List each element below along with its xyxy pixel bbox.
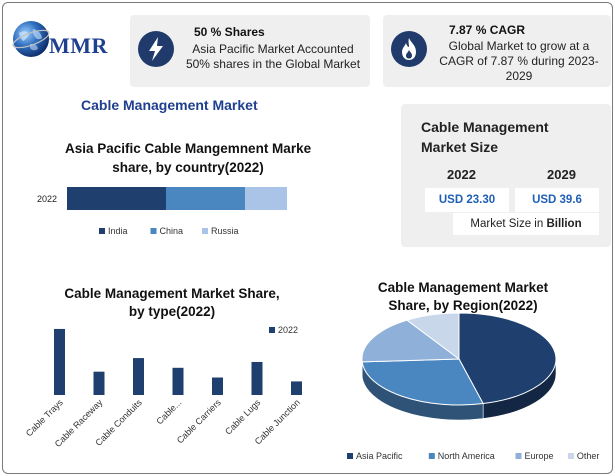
bar-cable-lugs (251, 361, 263, 395)
asia-country-stacked-bar-chart: 2022 India China Russia (37, 187, 287, 236)
shares-stat-title: 50 % Shares (194, 25, 265, 39)
bar-cable-conduits (133, 358, 144, 395)
legend-swatch-india (99, 228, 105, 234)
tick-label-cable: Cable... (154, 397, 183, 426)
pie-slice-asia-pacific (458, 313, 557, 405)
asia-chart-title-line1: Asia Pacific Cable Mangemnent Marke (65, 141, 312, 156)
page-title: Cable Management Market (81, 97, 258, 113)
cagr-stat-title: 7.87 % CAGR (449, 23, 526, 37)
bar-cable-trays (54, 328, 65, 395)
lightning-icon (138, 31, 174, 67)
legend-label-russia: Russia (211, 226, 239, 236)
type-chart-title-line1: Cable Management Market Share, (64, 286, 280, 301)
region-pie-chart: Asia Pacific North America Europe Other (347, 313, 600, 461)
legend-swatch-2022 (269, 327, 275, 333)
legend-swatch-other (567, 453, 574, 459)
shares-stat-card: 50 % Shares Asia Pacific Market Accounte… (130, 15, 370, 87)
legend-label-2022: 2022 (278, 325, 298, 335)
legend-label-asia-pacific: Asia Pacific (356, 451, 403, 461)
globe-icon (12, 21, 50, 57)
logo-text: MMR (49, 33, 108, 58)
tick-label-cable-lugs: Cable Lugs (223, 397, 263, 437)
pie-slice-north-america (361, 358, 484, 406)
tick-label-cable-trays: Cable Trays (24, 397, 65, 438)
market-size-title: Cable Management Market Size (421, 119, 549, 155)
market-size-2022-value: USD 23.30 (425, 188, 509, 212)
asia-chart-title-line2: share, by country(2022) (112, 160, 264, 175)
type-chart-title-line2: by type(2022) (128, 304, 216, 319)
legend-swatch-north-america (428, 453, 435, 459)
legend-swatch-russia (202, 228, 208, 234)
bar-segment-india (67, 187, 166, 210)
shares-stat-text: Asia Pacific Market Accounted 50% shares… (185, 42, 361, 71)
pie-slice-other (405, 313, 460, 360)
cagr-stat-card: 7.87 % CAGR Global Market to grow at a C… (383, 15, 611, 87)
unit-bold: Billion (546, 218, 582, 230)
bar-segment-russia (245, 187, 287, 210)
bar-cable-carriers (212, 377, 223, 395)
bar-cable-raceway (93, 371, 105, 395)
flame-icon (391, 31, 427, 67)
market-size-2029-value: USD 39.6 (515, 188, 599, 212)
legend-label-other: Other (577, 451, 600, 461)
category-label: 2022 (37, 194, 57, 204)
mmr-logo: MMR (11, 17, 129, 63)
bar-cable-junction (291, 381, 302, 395)
legend-label-europe: Europe (525, 451, 554, 461)
legend-swatch-asia-pacific (347, 453, 353, 459)
legend-label-china: China (160, 226, 184, 236)
legend-swatch-europe (515, 453, 522, 459)
legend-swatch-china (150, 228, 157, 234)
bar-segment-china (166, 187, 246, 210)
pie-slice-europe (361, 319, 461, 363)
region-chart-title-line1: Cable Management Market (377, 280, 549, 295)
year-2029-label: 2029 (547, 167, 576, 182)
bar-cable (172, 367, 184, 395)
legend-label-india: India (108, 226, 128, 236)
unit-prefix: Market Size in (470, 218, 547, 230)
market-size-panel: Cable Management Market Size 2022 2029 U… (401, 104, 611, 247)
legend-label-north-america: North America (438, 451, 495, 461)
region-chart-title-line2: Share, by Region(2022) (388, 298, 538, 313)
cagr-stat-text: Global Market to grow at a CAGR of 7.87 … (439, 39, 599, 83)
market-size-unit: Market Size in Billion (453, 213, 599, 235)
year-2022-label: 2022 (447, 167, 476, 182)
